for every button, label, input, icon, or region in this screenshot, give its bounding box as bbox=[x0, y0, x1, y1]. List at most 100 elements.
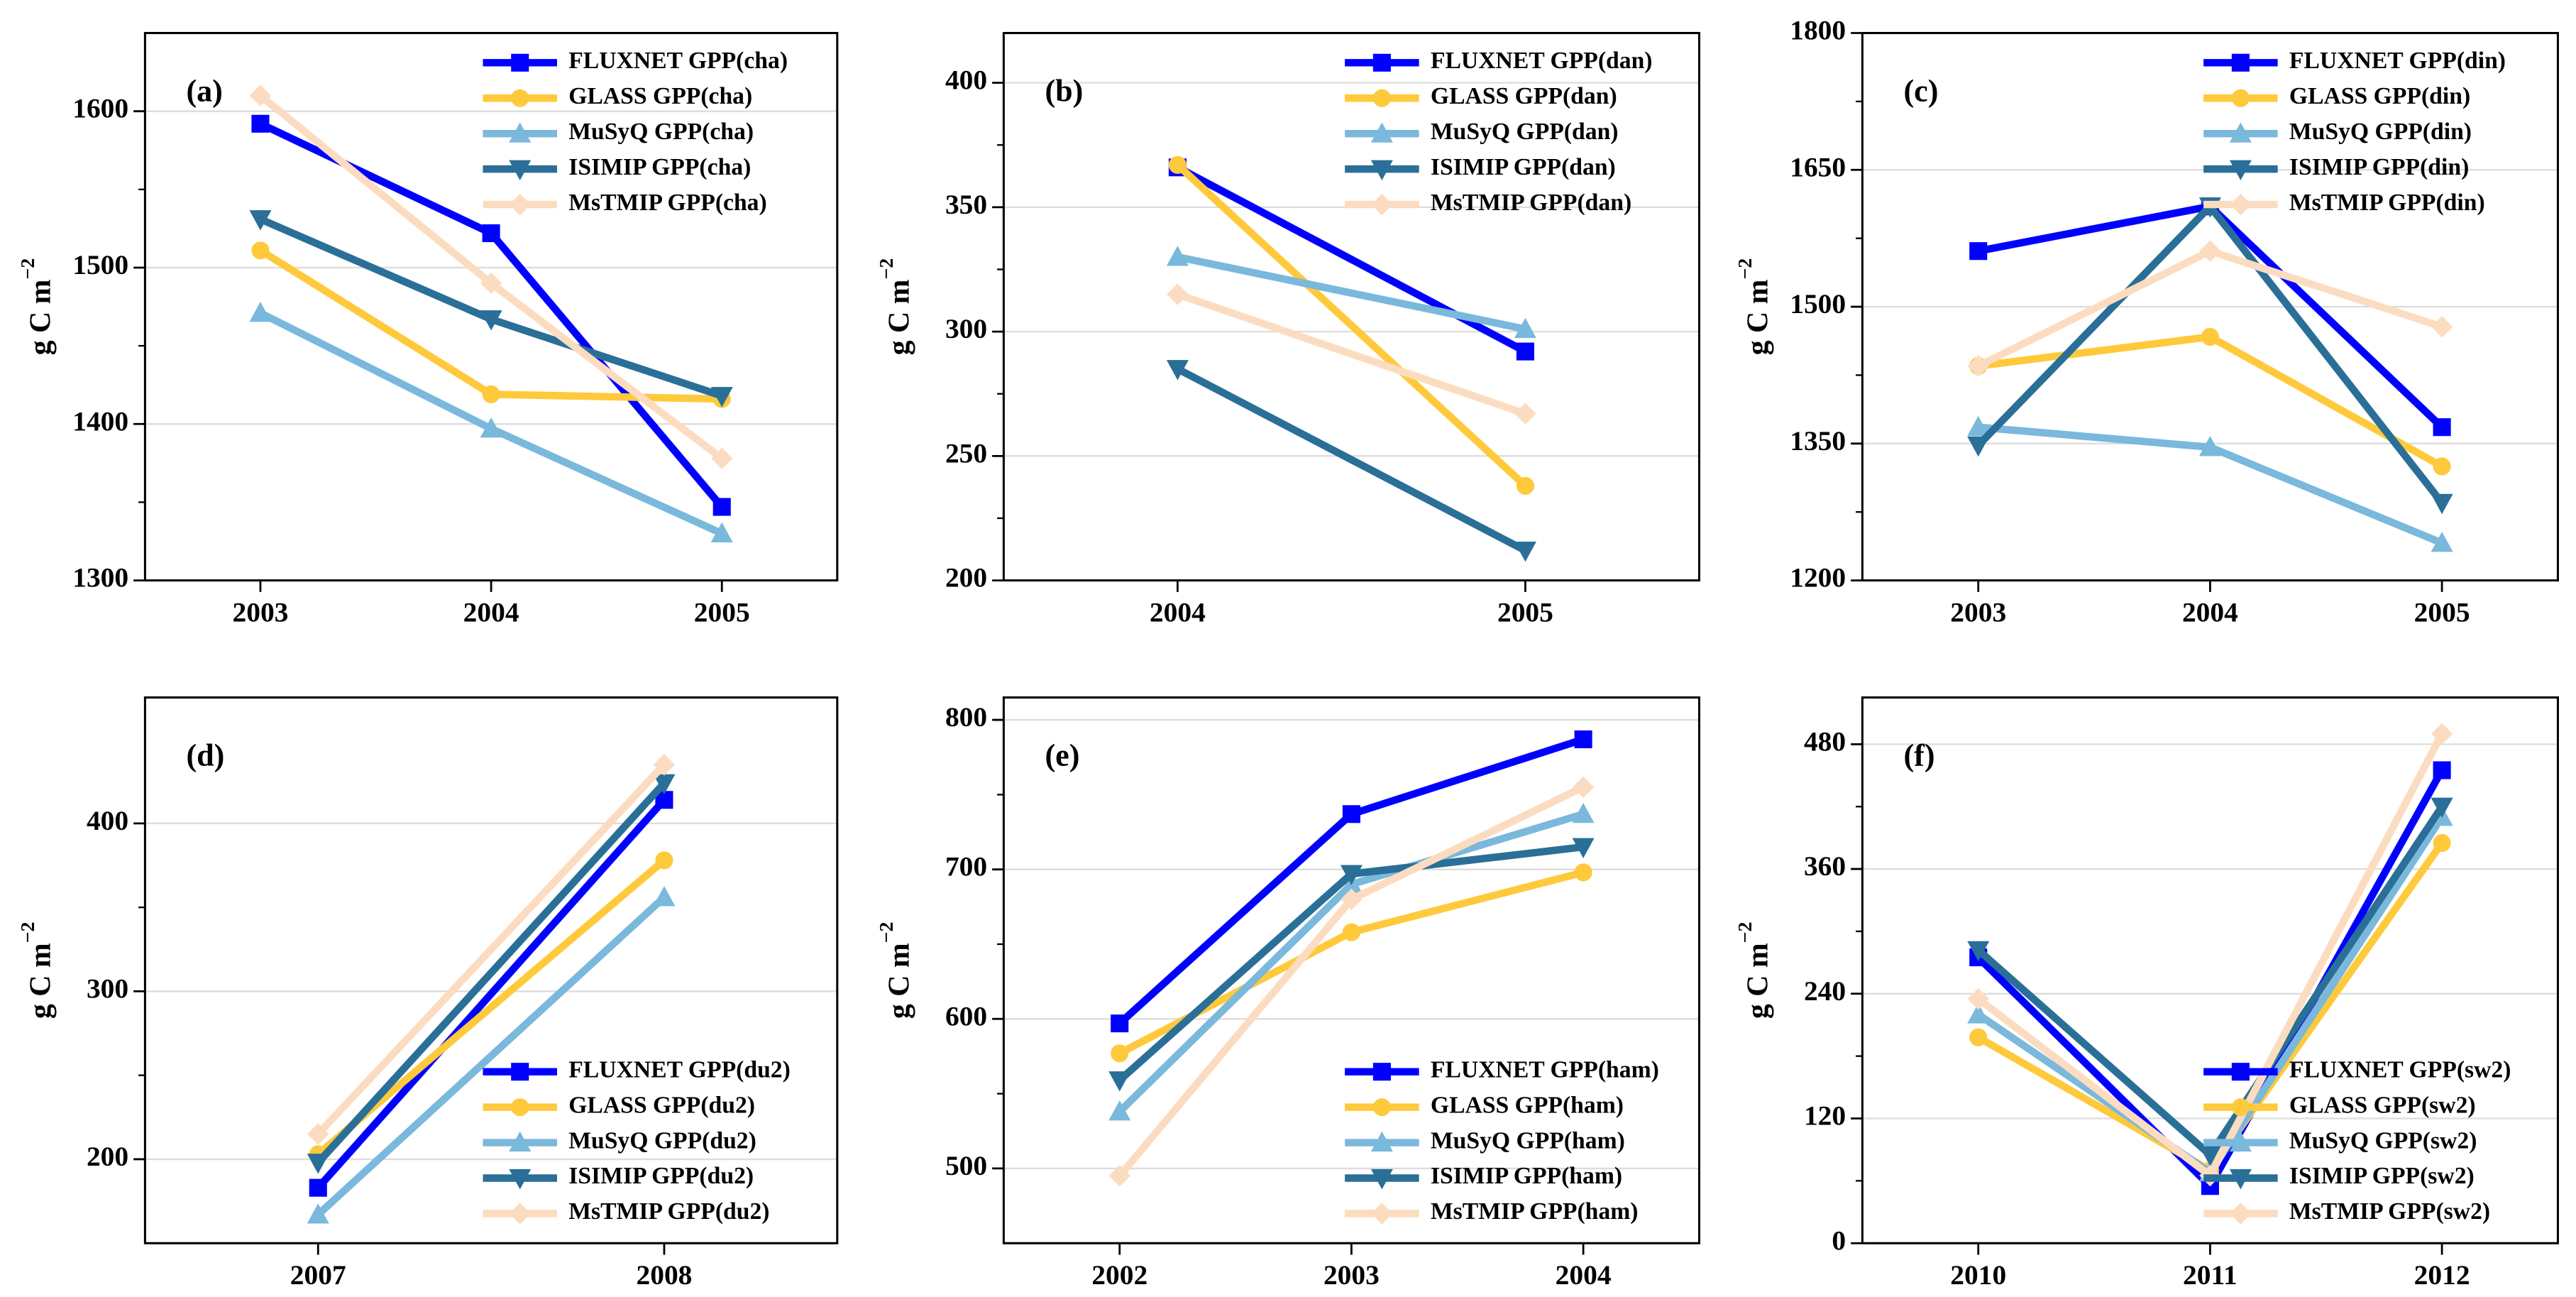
panel-label: (c) bbox=[1903, 74, 1938, 109]
marker bbox=[1574, 730, 1592, 748]
legend-marker bbox=[2229, 160, 2252, 181]
series-line bbox=[1977, 202, 2445, 430]
legend-marker bbox=[2229, 1131, 2252, 1152]
legend-label: ISIMIP GPP(din) bbox=[2289, 154, 2469, 180]
y-tick-label: 360 bbox=[1804, 850, 1846, 882]
y-tick-label: 350 bbox=[945, 189, 987, 220]
y-tick-label: 250 bbox=[945, 437, 987, 469]
y-tick-label: 400 bbox=[87, 805, 128, 836]
marker bbox=[1342, 923, 1360, 941]
marker bbox=[251, 114, 270, 133]
y-tick-label: 1800 bbox=[1790, 15, 1846, 46]
legend-label: GLASS GPP(dan) bbox=[1431, 83, 1617, 109]
marker bbox=[482, 385, 500, 403]
y-tick-label: 0 bbox=[1832, 1225, 1846, 1256]
y-axis-label-exponent: −2 bbox=[876, 258, 898, 280]
marker bbox=[1969, 1028, 1988, 1046]
legend-label: MsTMIP GPP(cha) bbox=[568, 190, 766, 216]
legend-label: GLASS GPP(sw2) bbox=[2289, 1092, 2476, 1118]
legend-marker bbox=[2230, 193, 2252, 216]
y-tick-label: 1400 bbox=[72, 405, 128, 437]
legend-label: GLASS GPP(du2) bbox=[568, 1092, 755, 1118]
marker bbox=[307, 1123, 329, 1145]
x-tick-label: 2002 bbox=[1091, 1259, 1147, 1291]
marker bbox=[2431, 493, 2453, 515]
series-line bbox=[1175, 366, 1527, 554]
marker bbox=[2198, 1146, 2221, 1166]
legend-label: MuSyQ GPP(ham) bbox=[1431, 1127, 1625, 1154]
y-tick-label: 240 bbox=[1804, 975, 1846, 1007]
legend-marker bbox=[509, 1203, 531, 1225]
legend-label: MsTMIP GPP(din) bbox=[2289, 190, 2485, 216]
legend-marker bbox=[1370, 122, 1393, 143]
legend-marker bbox=[511, 89, 529, 107]
chart-panel: 500 600 700 800 2002 2003 2004 g C m−2 (e) FLUXNE… bbox=[876, 696, 1700, 1291]
legend-label: ISIMIP GPP(cha) bbox=[568, 154, 751, 180]
legend-label: MsTMIP GPP(du2) bbox=[568, 1198, 769, 1225]
legend-label: GLASS GPP(cha) bbox=[568, 83, 752, 109]
y-tick-label: 700 bbox=[945, 851, 987, 882]
marker bbox=[2201, 327, 2219, 346]
legend-label: FLUXNET GPP(sw2) bbox=[2289, 1056, 2511, 1083]
marker bbox=[249, 301, 272, 322]
marker bbox=[2431, 797, 2453, 819]
series-line bbox=[1976, 247, 2443, 370]
legend-label: MsTMIP GPP(ham) bbox=[1431, 1198, 1639, 1225]
x-tick-label: 2007 bbox=[290, 1259, 346, 1291]
series-line bbox=[315, 894, 667, 1217]
legend-marker bbox=[509, 122, 532, 143]
marker bbox=[2431, 316, 2453, 338]
y-axis-label-base: g C m bbox=[883, 279, 915, 355]
legend-marker bbox=[2229, 122, 2252, 143]
panel-label: (f) bbox=[1903, 738, 1934, 773]
panel-label: (b) bbox=[1045, 74, 1083, 109]
marker bbox=[1967, 1003, 1990, 1024]
chart-panel: 200 300 400 2007 2008 g C m−2 (d) FLUXNET GPP(d… bbox=[17, 696, 839, 1291]
legend-marker bbox=[509, 1131, 532, 1152]
series-line bbox=[258, 215, 723, 400]
legend-marker bbox=[2229, 1169, 2252, 1190]
x-tick-label: 2003 bbox=[232, 596, 288, 628]
x-tick-label: 2003 bbox=[1323, 1259, 1380, 1291]
y-tick-label: 480 bbox=[1804, 726, 1846, 757]
marker bbox=[251, 241, 270, 260]
legend-marker bbox=[1370, 1131, 1393, 1152]
panel-label: (e) bbox=[1045, 738, 1079, 773]
x-tick-label: 2005 bbox=[2414, 596, 2470, 628]
legend-label: MuSyQ GPP(du2) bbox=[568, 1127, 756, 1154]
legend-marker bbox=[511, 53, 529, 72]
y-axis-label-base: g C m bbox=[24, 943, 57, 1019]
legend-label: FLUXNET GPP(din) bbox=[2289, 48, 2506, 74]
legend-label: MuSyQ GPP(din) bbox=[2289, 119, 2472, 145]
x-tick-label: 2003 bbox=[1950, 596, 2006, 628]
marker bbox=[1969, 242, 1988, 261]
y-tick-label: 500 bbox=[945, 1150, 987, 1181]
marker bbox=[1111, 1044, 1129, 1063]
y-tick-label: 300 bbox=[87, 973, 128, 1004]
y-tick-label: 1650 bbox=[1790, 151, 1846, 182]
plot-frame bbox=[1002, 32, 1700, 582]
marker bbox=[1108, 1165, 1130, 1187]
y-axis-label: g C m−2 bbox=[1734, 258, 1774, 356]
y-tick-label: 1200 bbox=[1790, 562, 1846, 593]
marker bbox=[1168, 155, 1187, 174]
y-axis-label-base: g C m bbox=[24, 279, 57, 355]
chart-panel: 0 120 240 360 480 2010 2011 2012 g C m−2 (f) FLUXN… bbox=[1734, 696, 2559, 1291]
marker bbox=[1967, 355, 1989, 377]
legend-marker bbox=[1370, 160, 1393, 181]
legend-marker bbox=[2231, 53, 2250, 72]
plot-frame bbox=[143, 32, 839, 582]
marker bbox=[1166, 246, 1189, 266]
x-tick-label: 2004 bbox=[463, 596, 519, 628]
marker bbox=[249, 84, 272, 106]
y-tick-label: 600 bbox=[945, 1000, 987, 1031]
legend-marker bbox=[1372, 53, 1391, 72]
legend-label: FLUXNET GPP(ham) bbox=[1431, 1056, 1659, 1083]
y-axis-label: g C m−2 bbox=[876, 922, 915, 1019]
x-tick-label: 2004 bbox=[1150, 596, 1206, 628]
marker bbox=[1166, 360, 1189, 381]
y-axis-label: g C m−2 bbox=[1734, 922, 1774, 1019]
x-tick-label: 2004 bbox=[2182, 596, 2238, 628]
marker bbox=[2433, 833, 2451, 853]
legend-label: FLUXNET GPP(dan) bbox=[1431, 48, 1653, 74]
